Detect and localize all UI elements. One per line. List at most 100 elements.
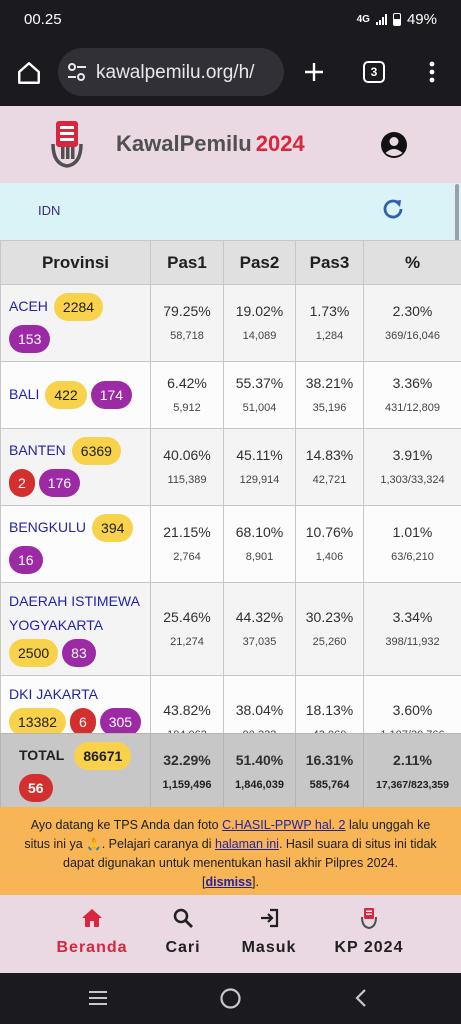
province-link[interactable]: DKI JAKARTA: [9, 686, 98, 702]
pas2-percent: 38.04%: [235, 701, 284, 718]
pas2-count: 51,004: [242, 402, 277, 414]
address-bar[interactable]: kawalpemilu.org/h/: [58, 48, 284, 96]
province-link[interactable]: BALI: [9, 386, 40, 403]
pas2-percent: 68.10%: [235, 524, 284, 540]
badge-red: 6: [69, 708, 96, 736]
notice-text-1: Ayo datang ke TPS Anda dan foto: [30, 818, 223, 832]
province-cell: BENGKULU 394 16: [0, 505, 151, 583]
pas3-count: 35,196: [312, 402, 347, 414]
pas3-cell: 30.23% 25,260: [295, 582, 364, 676]
login-icon: [261, 908, 279, 928]
nav-cari[interactable]: Cari: [160, 907, 206, 957]
total-pas3-count: 585,764: [309, 779, 350, 791]
signal-icon: [375, 14, 387, 25]
total-pas2-cell: 51.40% 1,846,039: [223, 733, 296, 811]
pas2-percent: 44.32%: [235, 609, 284, 625]
province-link[interactable]: BANTEN: [9, 442, 66, 459]
refresh-icon[interactable]: [380, 196, 406, 222]
pas3-cell: 1.73% 1,284: [295, 284, 364, 362]
column-header-pas1[interactable]: Pas1: [150, 240, 224, 285]
progress-percent: 3.91%: [392, 447, 433, 463]
progress-count: 398/11,932: [385, 636, 440, 648]
badge-purple: 174: [90, 381, 133, 409]
column-header-percent[interactable]: %: [363, 240, 461, 285]
total-pas1-count: 1,159,496: [162, 779, 212, 791]
pas3-count: 42,721: [312, 474, 347, 486]
network-type: 4G: [356, 14, 370, 25]
back-icon[interactable]: [354, 988, 368, 1008]
column-header-pas3[interactable]: Pas3: [295, 240, 364, 285]
account-icon[interactable]: [380, 131, 408, 159]
progress-cell: 3.36% 431/12,809: [363, 361, 461, 429]
progress-percent: 2.30%: [392, 303, 433, 319]
pas1-count: 21,274: [170, 636, 204, 648]
home-icon[interactable]: [16, 60, 42, 86]
results-table-container: Provinsi Pas1 Pas2 Pas3 % ACEH 2284153 79…: [0, 240, 461, 807]
notice-banner: Ayo datang ke TPS Anda dan foto C.HASIL-…: [0, 807, 461, 895]
breadcrumb-item-idn[interactable]: IDN: [38, 203, 61, 218]
nav-kp2024[interactable]: KP 2024: [329, 907, 409, 957]
pas3-percent: 38.21%: [305, 375, 354, 391]
total-pas3-cell: 16.31% 585,764: [295, 733, 364, 811]
search-icon: [173, 908, 193, 928]
pas1-cell: 6.42% 5,912: [150, 361, 224, 429]
pas2-count: 8,901: [245, 551, 274, 563]
bottom-nav: Beranda Cari Masuk KP 2024: [0, 895, 461, 973]
pas1-cell: 21.15% 2,764: [150, 505, 224, 583]
nav-masuk[interactable]: Masuk: [237, 907, 301, 957]
progress-cell: 1.01% 63/6,210: [363, 505, 461, 583]
guide-link[interactable]: halaman ini: [215, 837, 279, 851]
pas3-count: 1,284: [315, 330, 344, 342]
scrollbar[interactable]: [455, 184, 459, 268]
progress-cell: 2.30% 369/16,046: [363, 284, 461, 362]
pas1-percent: 6.42%: [167, 375, 207, 391]
brand-title: KawalPemilu 2024: [116, 131, 305, 157]
pas3-cell: 38.21% 35,196: [295, 361, 364, 429]
pas2-cell: 55.37% 51,004: [223, 361, 296, 429]
dismiss-button[interactable]: dismiss: [205, 875, 253, 889]
nav-label: KP 2024: [334, 939, 404, 956]
home-button-icon[interactable]: [219, 987, 242, 1010]
c-hasil-link[interactable]: C.HASIL-PPWP hal. 2: [222, 818, 346, 832]
site-settings-icon[interactable]: [66, 62, 88, 82]
pas1-count: 58,718: [170, 330, 204, 342]
total-pas1-percent: 32.29%: [163, 752, 211, 768]
province-cell: BALI 422 174: [0, 361, 151, 429]
kawalpemilu-logo-icon[interactable]: [50, 120, 84, 168]
pas1-percent: 40.06%: [163, 447, 211, 463]
pas2-percent: 45.11%: [236, 447, 283, 463]
badge-red: 2: [9, 469, 35, 497]
recent-apps-icon[interactable]: [87, 989, 109, 1007]
province-link[interactable]: DAERAH ISTIMEWA YOGYAKARTA: [9, 593, 140, 633]
province-link[interactable]: BENGKULU: [9, 519, 87, 536]
battery-percent: 49%: [406, 11, 437, 28]
pas1-percent: 25.46%: [163, 609, 211, 625]
province-cell: BANTEN 6369 2 176: [0, 428, 151, 506]
pas2-cell: 68.10% 8,901: [223, 505, 296, 583]
pas2-count: 129,914: [239, 474, 280, 486]
pas2-count: 14,089: [242, 330, 277, 342]
pas2-count: 37,035: [242, 636, 277, 648]
pas1-count: 5,912: [173, 402, 201, 414]
pas3-percent: 18.13%: [305, 701, 354, 718]
badge-purple: 176: [38, 469, 81, 497]
status-bar: 00.25 4G 49%: [0, 0, 461, 40]
pas1-percent: 43.82%: [163, 701, 211, 718]
more-menu-icon[interactable]: [423, 60, 441, 84]
province-cell: ACEH 2284153: [0, 284, 151, 362]
badge-yellow: 6369: [71, 437, 121, 465]
progress-percent: 3.60%: [392, 701, 433, 718]
pas1-count: 2,764: [173, 551, 201, 563]
badge-purple: 16: [9, 546, 43, 574]
new-tab-icon[interactable]: [302, 60, 326, 84]
tab-switcher-button[interactable]: 3: [363, 61, 385, 83]
column-header-provinsi[interactable]: Provinsi: [0, 240, 151, 285]
column-header-pas2[interactable]: Pas2: [223, 240, 296, 285]
badge-yellow: 422: [45, 381, 87, 409]
province-link[interactable]: ACEH: [9, 298, 48, 315]
pas1-cell: 40.06% 115,389: [150, 428, 224, 506]
nav-beranda[interactable]: Beranda: [54, 907, 130, 957]
pas3-percent: 1.73%: [309, 303, 350, 319]
table-row: BALI 422 174 6.42% 5,912 55.37% 51,004 38.21…: [0, 361, 461, 429]
battery-icon: [392, 13, 401, 26]
